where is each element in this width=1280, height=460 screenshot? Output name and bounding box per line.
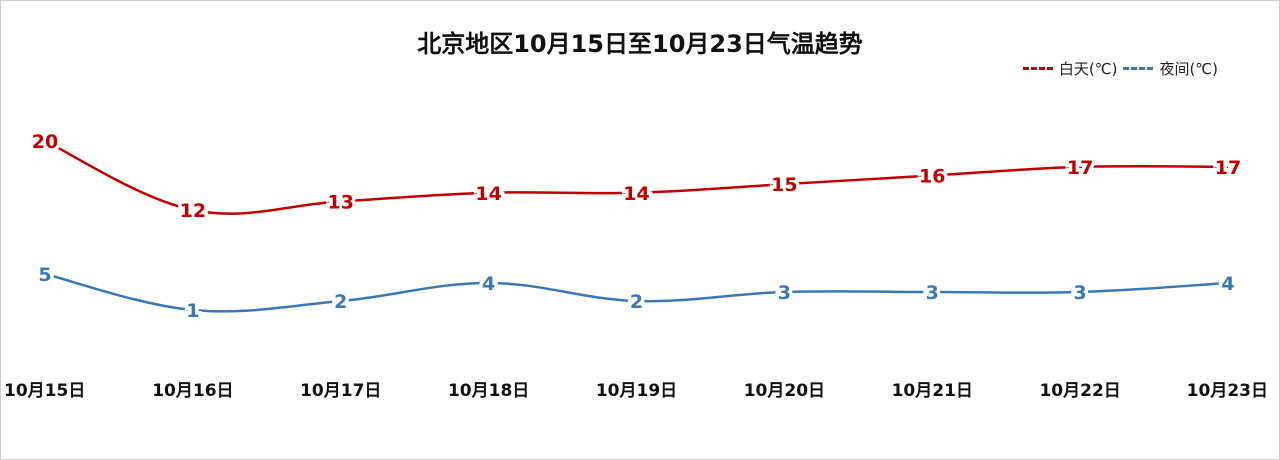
x-axis-tick-label: 10月15日: [4, 381, 85, 401]
data-label-night: 2: [334, 291, 347, 313]
data-label-day: 15: [771, 174, 797, 196]
data-label-day: 16: [919, 166, 945, 188]
legend-swatch-day: [1022, 67, 1053, 70]
data-label-day: 12: [180, 200, 206, 222]
data-label-day: 13: [328, 191, 354, 213]
data-label-night: 3: [1074, 282, 1087, 304]
series-line-day: [44, 139, 1229, 215]
data-label-day: 14: [475, 183, 501, 205]
data-label-day: 20: [32, 131, 58, 153]
data-label-night: 4: [1221, 273, 1234, 295]
data-label-day: 17: [1067, 157, 1093, 179]
legend-item-night[interactable]: 夜间(℃): [1123, 58, 1218, 79]
legend-swatch-night: [1123, 67, 1154, 70]
legend-item-day[interactable]: 白天(℃): [1022, 58, 1118, 79]
data-label-day: 17: [1215, 157, 1241, 179]
x-axis-tick-label: 10月18日: [448, 381, 529, 401]
x-axis-tick-label: 10月20日: [744, 381, 825, 401]
x-axis-tick-label: 10月19日: [596, 381, 677, 401]
x-axis-tick-label: 10月23日: [1187, 381, 1268, 401]
x-axis-tick-label: 10月16日: [152, 381, 233, 401]
chart-title: 北京地区10月15日至10月23日气温趋势: [417, 30, 863, 58]
legend-label-night: 夜间(℃): [1159, 60, 1218, 78]
data-label-night: 5: [38, 264, 51, 286]
data-label-night: 4: [482, 273, 495, 295]
legend-label-day: 白天(℃): [1058, 60, 1118, 78]
data-label-night: 2: [630, 291, 643, 313]
x-axis-tick-label: 10月22日: [1039, 381, 1120, 401]
data-label-night: 3: [926, 282, 939, 304]
data-label-day: 14: [623, 183, 649, 205]
x-axis-tick-label: 10月21日: [892, 381, 973, 401]
data-label-night: 3: [778, 282, 791, 304]
series-line-night: [44, 272, 1229, 313]
data-label-night: 1: [186, 300, 199, 322]
x-axis-tick-label: 10月17日: [300, 381, 381, 401]
chart-legend: 白天(℃) 夜间(℃): [1022, 58, 1218, 79]
